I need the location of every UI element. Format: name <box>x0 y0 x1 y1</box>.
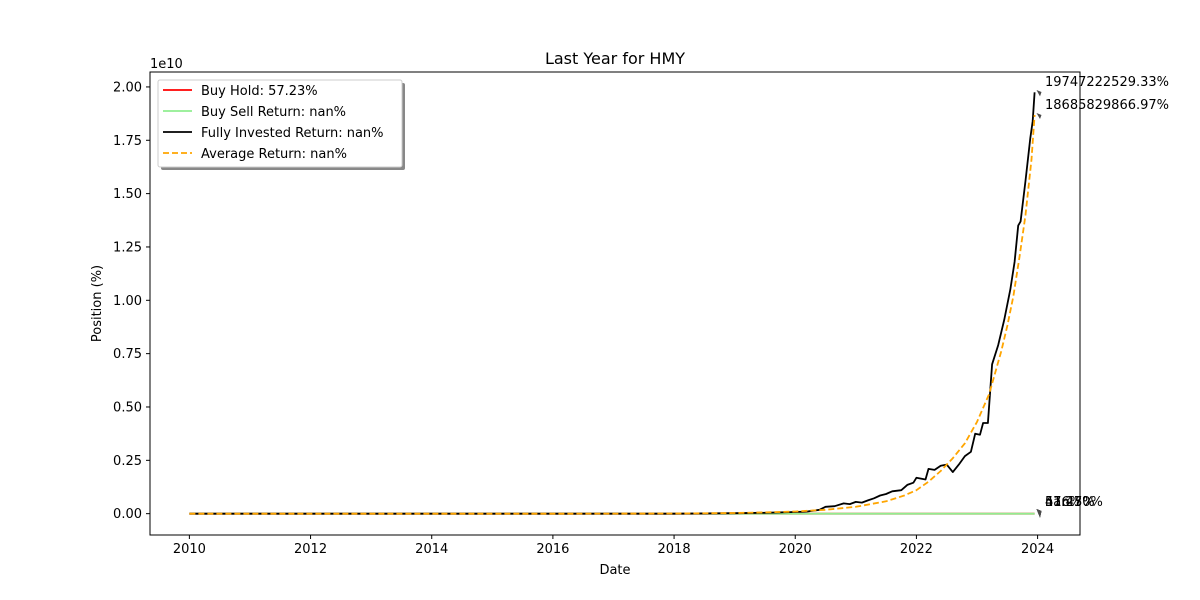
legend-label: Buy Hold: 57.23% <box>201 84 318 99</box>
y-tick-label: 1.00 <box>113 294 142 309</box>
x-tick-label: 2024 <box>1021 542 1054 557</box>
plot-area <box>189 92 1036 515</box>
annotations: 19747222529.33% 18685829866.97% 57.23%nan%… <box>1036 75 1169 518</box>
x-tick-label: 2022 <box>900 542 933 557</box>
annotation-label: 51.47% <box>1045 495 1095 510</box>
chart-title: Last Year for HMY <box>545 49 685 68</box>
annotation-label: 416.50% <box>1045 495 1103 510</box>
annotation-arrow <box>1036 90 1042 97</box>
x-tick-label: 2012 <box>294 542 327 557</box>
annotation-label: 18685829866.97% <box>1045 98 1169 113</box>
legend-label: Fully Invested Return: nan% <box>201 126 384 141</box>
y-tick-label: 0.75 <box>113 347 142 362</box>
x-tick-label: 2018 <box>658 542 691 557</box>
x-axis-label: Date <box>599 563 630 578</box>
legend-box <box>157 79 403 168</box>
x-tick-label: 2020 <box>779 542 812 557</box>
annotation-label: nan% <box>1045 495 1082 510</box>
plot-frame <box>149 71 1081 536</box>
annotation-label: 19747222529.33% <box>1045 75 1169 90</box>
legend: Buy Hold: 57.23% Buy Sell Return: nan% Ful… <box>157 79 405 170</box>
x-tick-label: 2010 <box>173 542 206 557</box>
x-tick-label: 2016 <box>536 542 569 557</box>
y-tick-label: 2.00 <box>113 80 142 95</box>
annotation-arrow <box>1036 113 1042 119</box>
y-tick-label: 0.00 <box>113 507 142 522</box>
annotation-label: 57.23% <box>1045 495 1095 510</box>
y-multiplier-label: 1e10 <box>150 57 183 72</box>
y-tick-label: 1.50 <box>113 187 142 202</box>
y-tick-label: 1.75 <box>113 134 142 149</box>
y-axis-label: Position (%) <box>90 265 105 342</box>
y-tick-label: 0.50 <box>113 400 142 415</box>
y-tick-label: 1.25 <box>113 240 142 255</box>
x-axis: 2010 2012 2014 2016 2018 2020 2022 2024 <box>173 535 1054 557</box>
legend-label: Buy Sell Return: nan% <box>201 105 346 120</box>
y-axis: 0.00 0.25 0.50 0.75 1.00 1.25 1.50 1.75 2.00 <box>113 80 150 522</box>
y-tick-label: 0.25 <box>113 454 142 469</box>
legend-label: Average Return: nan% <box>201 147 347 162</box>
series-line-fully-invested-return <box>189 92 1036 515</box>
series-line-average-return <box>189 114 1036 515</box>
annotation-arrow <box>1036 509 1042 518</box>
x-tick-label: 2014 <box>415 542 448 557</box>
